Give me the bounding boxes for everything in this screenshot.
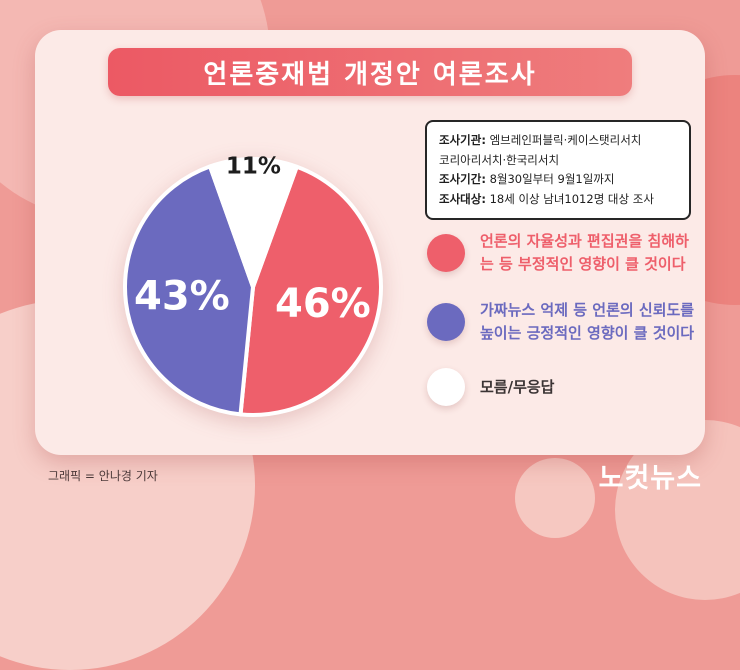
legend-item-negative: 언론의 자율성과 편집권을 침해하는 등 부정적인 영향이 클 것이다 <box>427 230 695 275</box>
page-title: 언론중재법 개정안 여론조사 <box>203 59 537 90</box>
pie-slice-1 <box>123 164 255 417</box>
legend-swatch-unknown <box>427 368 465 406</box>
nocut-news-logo: 노컷뉴스 <box>598 463 702 494</box>
pie-chart: 46% 43% 11% <box>123 153 383 417</box>
title-banner: 언론중재법 개정안 여론조사 <box>108 48 632 96</box>
legend-item-unknown: 모름/무응답 <box>427 368 695 406</box>
legend-label-positive: 가짜뉴스 억제 등 언론의 신뢰도를 높이는 긍정적인 영향이 클 것이다 <box>480 301 695 342</box>
legend: 언론의 자율성과 편집권을 침해하는 등 부정적인 영향이 클 것이다 가짜뉴스… <box>427 230 695 406</box>
legend-swatch-negative <box>427 233 465 272</box>
info-line-institution: 조사기관: 엠브레인퍼블릭·케이스탯리서치 <box>439 133 642 147</box>
credit: 그래픽 = 안나경 기자 <box>48 469 158 483</box>
info-line-period: 조사기간: 8월30일부터 9월1일까지 <box>439 172 615 187</box>
info-line-subjects: 조사대상: 18세 이상 남녀1012명 대상 조사 <box>439 191 654 206</box>
pie-label-1: 43% <box>134 274 230 320</box>
pie-label-0: 46% <box>275 281 371 327</box>
survey-info-box: 조사기관: 엠브레인퍼블릭·케이스탯리서치 코리아리서치·한국리서치 조사기간:… <box>425 120 691 221</box>
legend-label-unknown: 모름/무응답 <box>480 377 555 396</box>
pie-slice-2 <box>208 157 299 289</box>
legend-swatch-positive <box>427 302 465 341</box>
decor-circle-bottom-center <box>515 458 595 538</box>
pie-label-2: 11% <box>226 153 281 179</box>
card: 언론중재법 개정안 여론조사 46% 43% 11% 조사기관: 엠브레인퍼블릭·케… <box>35 30 705 455</box>
info-line-institution-2: 코리아리서치·한국리서치 <box>439 152 560 167</box>
legend-item-positive: 가짜뉴스 억제 등 언론의 신뢰도를 높이는 긍정적인 영향이 클 것이다 <box>427 299 695 344</box>
legend-label-negative: 언론의 자율성과 편집권을 침해하는 등 부정적인 영향이 클 것이다 <box>480 232 689 273</box>
